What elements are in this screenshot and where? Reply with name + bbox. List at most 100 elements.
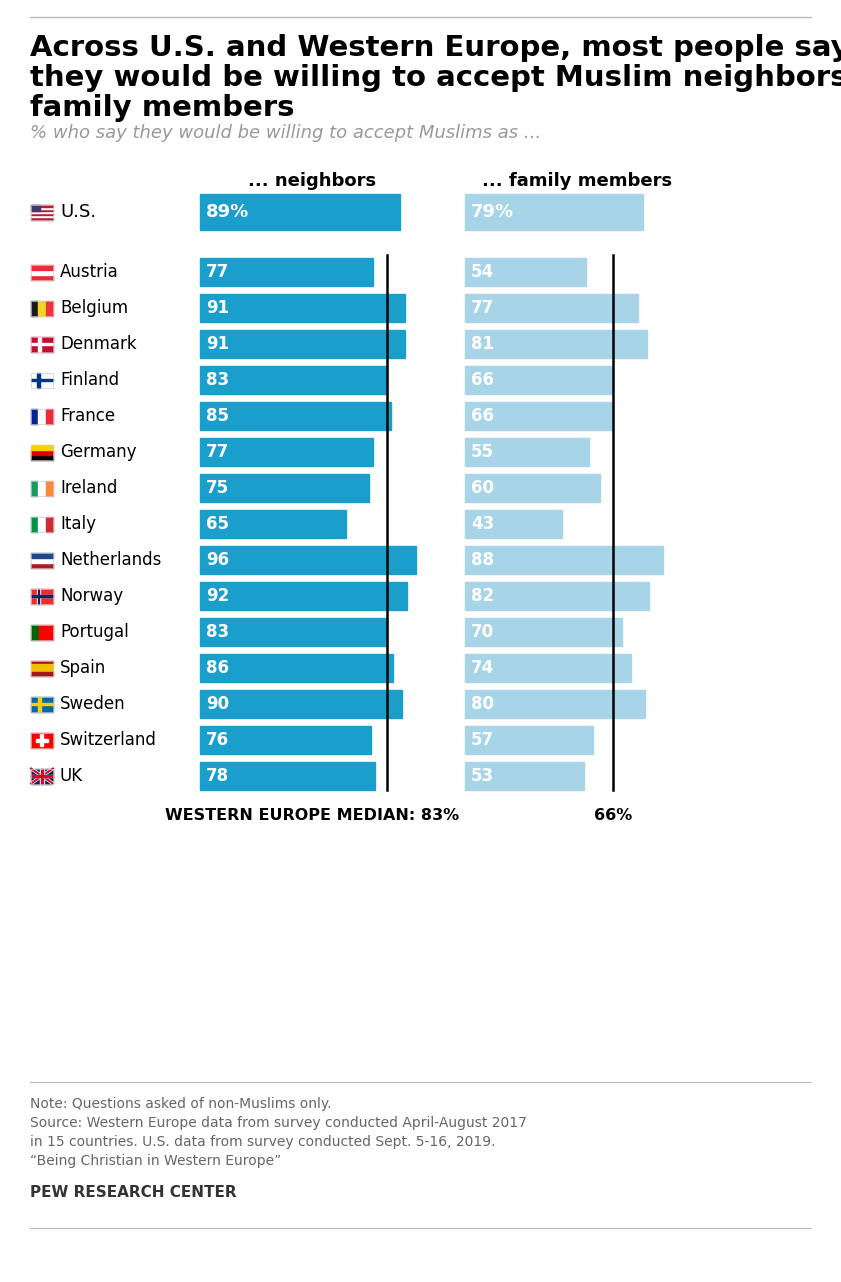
Bar xyxy=(45,517,53,532)
Bar xyxy=(31,274,53,279)
Text: ... neighbors: ... neighbors xyxy=(248,172,377,190)
Bar xyxy=(31,409,39,423)
Bar xyxy=(31,563,53,568)
Text: 80: 80 xyxy=(471,695,494,713)
Text: 78: 78 xyxy=(206,767,229,785)
Text: 90: 90 xyxy=(206,695,229,713)
Text: 66%: 66% xyxy=(595,808,632,823)
Text: Across U.S. and Western Europe, most people say: Across U.S. and Western Europe, most peo… xyxy=(30,35,841,62)
Bar xyxy=(31,624,53,640)
Bar xyxy=(465,654,632,682)
Text: family members: family members xyxy=(30,94,294,122)
Bar xyxy=(31,215,53,218)
Bar xyxy=(200,618,387,646)
Bar xyxy=(45,481,53,496)
Bar xyxy=(39,517,45,532)
Bar xyxy=(31,732,53,747)
Bar xyxy=(31,373,53,387)
Text: Source: Western Europe data from survey conducted April-August 2017: Source: Western Europe data from survey … xyxy=(30,1117,526,1129)
Text: U.S.: U.S. xyxy=(60,203,96,221)
Text: 85: 85 xyxy=(206,406,229,426)
Bar xyxy=(31,696,53,712)
Text: 92: 92 xyxy=(206,587,230,605)
Text: they would be willing to accept Muslim neighbors,: they would be willing to accept Muslim n… xyxy=(30,64,841,92)
Text: 83: 83 xyxy=(206,370,229,388)
Bar xyxy=(465,438,589,465)
Text: Portugal: Portugal xyxy=(60,623,129,641)
Bar xyxy=(39,481,45,496)
Bar xyxy=(40,735,44,746)
Text: 83: 83 xyxy=(206,623,229,641)
Bar xyxy=(38,696,41,712)
Text: 54: 54 xyxy=(471,263,495,281)
Text: 66: 66 xyxy=(471,370,494,388)
Bar xyxy=(31,703,53,705)
Text: “Being Christian in Western Europe”: “Being Christian in Western Europe” xyxy=(30,1154,281,1168)
Text: 91: 91 xyxy=(206,299,229,317)
Text: Germany: Germany xyxy=(60,444,136,462)
Text: 91: 91 xyxy=(206,335,229,353)
Bar xyxy=(200,510,346,538)
Bar xyxy=(31,517,53,532)
Bar xyxy=(31,212,53,213)
Text: Netherlands: Netherlands xyxy=(60,551,161,569)
Bar xyxy=(31,205,53,219)
Bar xyxy=(200,438,373,465)
Bar xyxy=(31,624,40,640)
Bar xyxy=(31,264,53,269)
Bar xyxy=(465,258,586,286)
Text: 89%: 89% xyxy=(206,203,249,221)
Bar xyxy=(31,336,53,351)
Bar xyxy=(31,595,53,597)
Text: Finland: Finland xyxy=(60,370,119,388)
Text: Note: Questions asked of non-Muslims only.: Note: Questions asked of non-Muslims onl… xyxy=(30,1097,331,1111)
Text: 79%: 79% xyxy=(471,203,514,221)
Text: 77: 77 xyxy=(471,299,495,317)
Bar xyxy=(40,768,44,783)
Text: in 15 countries. U.S. data from survey conducted Sept. 5-16, 2019.: in 15 countries. U.S. data from survey c… xyxy=(30,1135,495,1149)
Text: Denmark: Denmark xyxy=(60,335,136,353)
Bar xyxy=(465,403,613,429)
Text: 43: 43 xyxy=(471,515,495,533)
Bar xyxy=(465,294,638,322)
Bar xyxy=(31,300,39,315)
Bar xyxy=(200,329,405,358)
Text: 77: 77 xyxy=(206,263,230,281)
Bar xyxy=(200,403,391,429)
Text: 76: 76 xyxy=(206,731,229,749)
Bar xyxy=(31,336,53,351)
Bar xyxy=(31,696,53,712)
Bar xyxy=(200,258,373,286)
Bar xyxy=(31,409,53,423)
Bar xyxy=(45,300,53,315)
Bar xyxy=(37,373,40,387)
Bar xyxy=(465,546,663,574)
Bar xyxy=(31,732,53,747)
Text: 82: 82 xyxy=(471,587,495,605)
Bar xyxy=(31,373,53,387)
Bar xyxy=(31,269,53,274)
Bar xyxy=(31,300,53,315)
Bar xyxy=(31,768,53,783)
Text: 66: 66 xyxy=(471,406,494,426)
Text: 96: 96 xyxy=(206,551,229,569)
Bar xyxy=(31,664,53,672)
Bar xyxy=(465,690,645,718)
Bar xyxy=(31,455,53,459)
Bar xyxy=(200,582,407,610)
Bar xyxy=(465,329,648,358)
Bar xyxy=(465,582,649,610)
Bar xyxy=(31,768,53,783)
Bar xyxy=(31,481,39,496)
Bar xyxy=(31,558,53,563)
Bar xyxy=(31,264,53,279)
Bar xyxy=(36,738,48,741)
Bar xyxy=(31,553,53,568)
Bar xyxy=(31,445,53,450)
Text: 70: 70 xyxy=(471,623,495,641)
Bar xyxy=(31,672,53,676)
Bar xyxy=(465,365,613,394)
Bar xyxy=(465,194,643,229)
Bar xyxy=(31,481,53,496)
Bar xyxy=(200,365,387,394)
